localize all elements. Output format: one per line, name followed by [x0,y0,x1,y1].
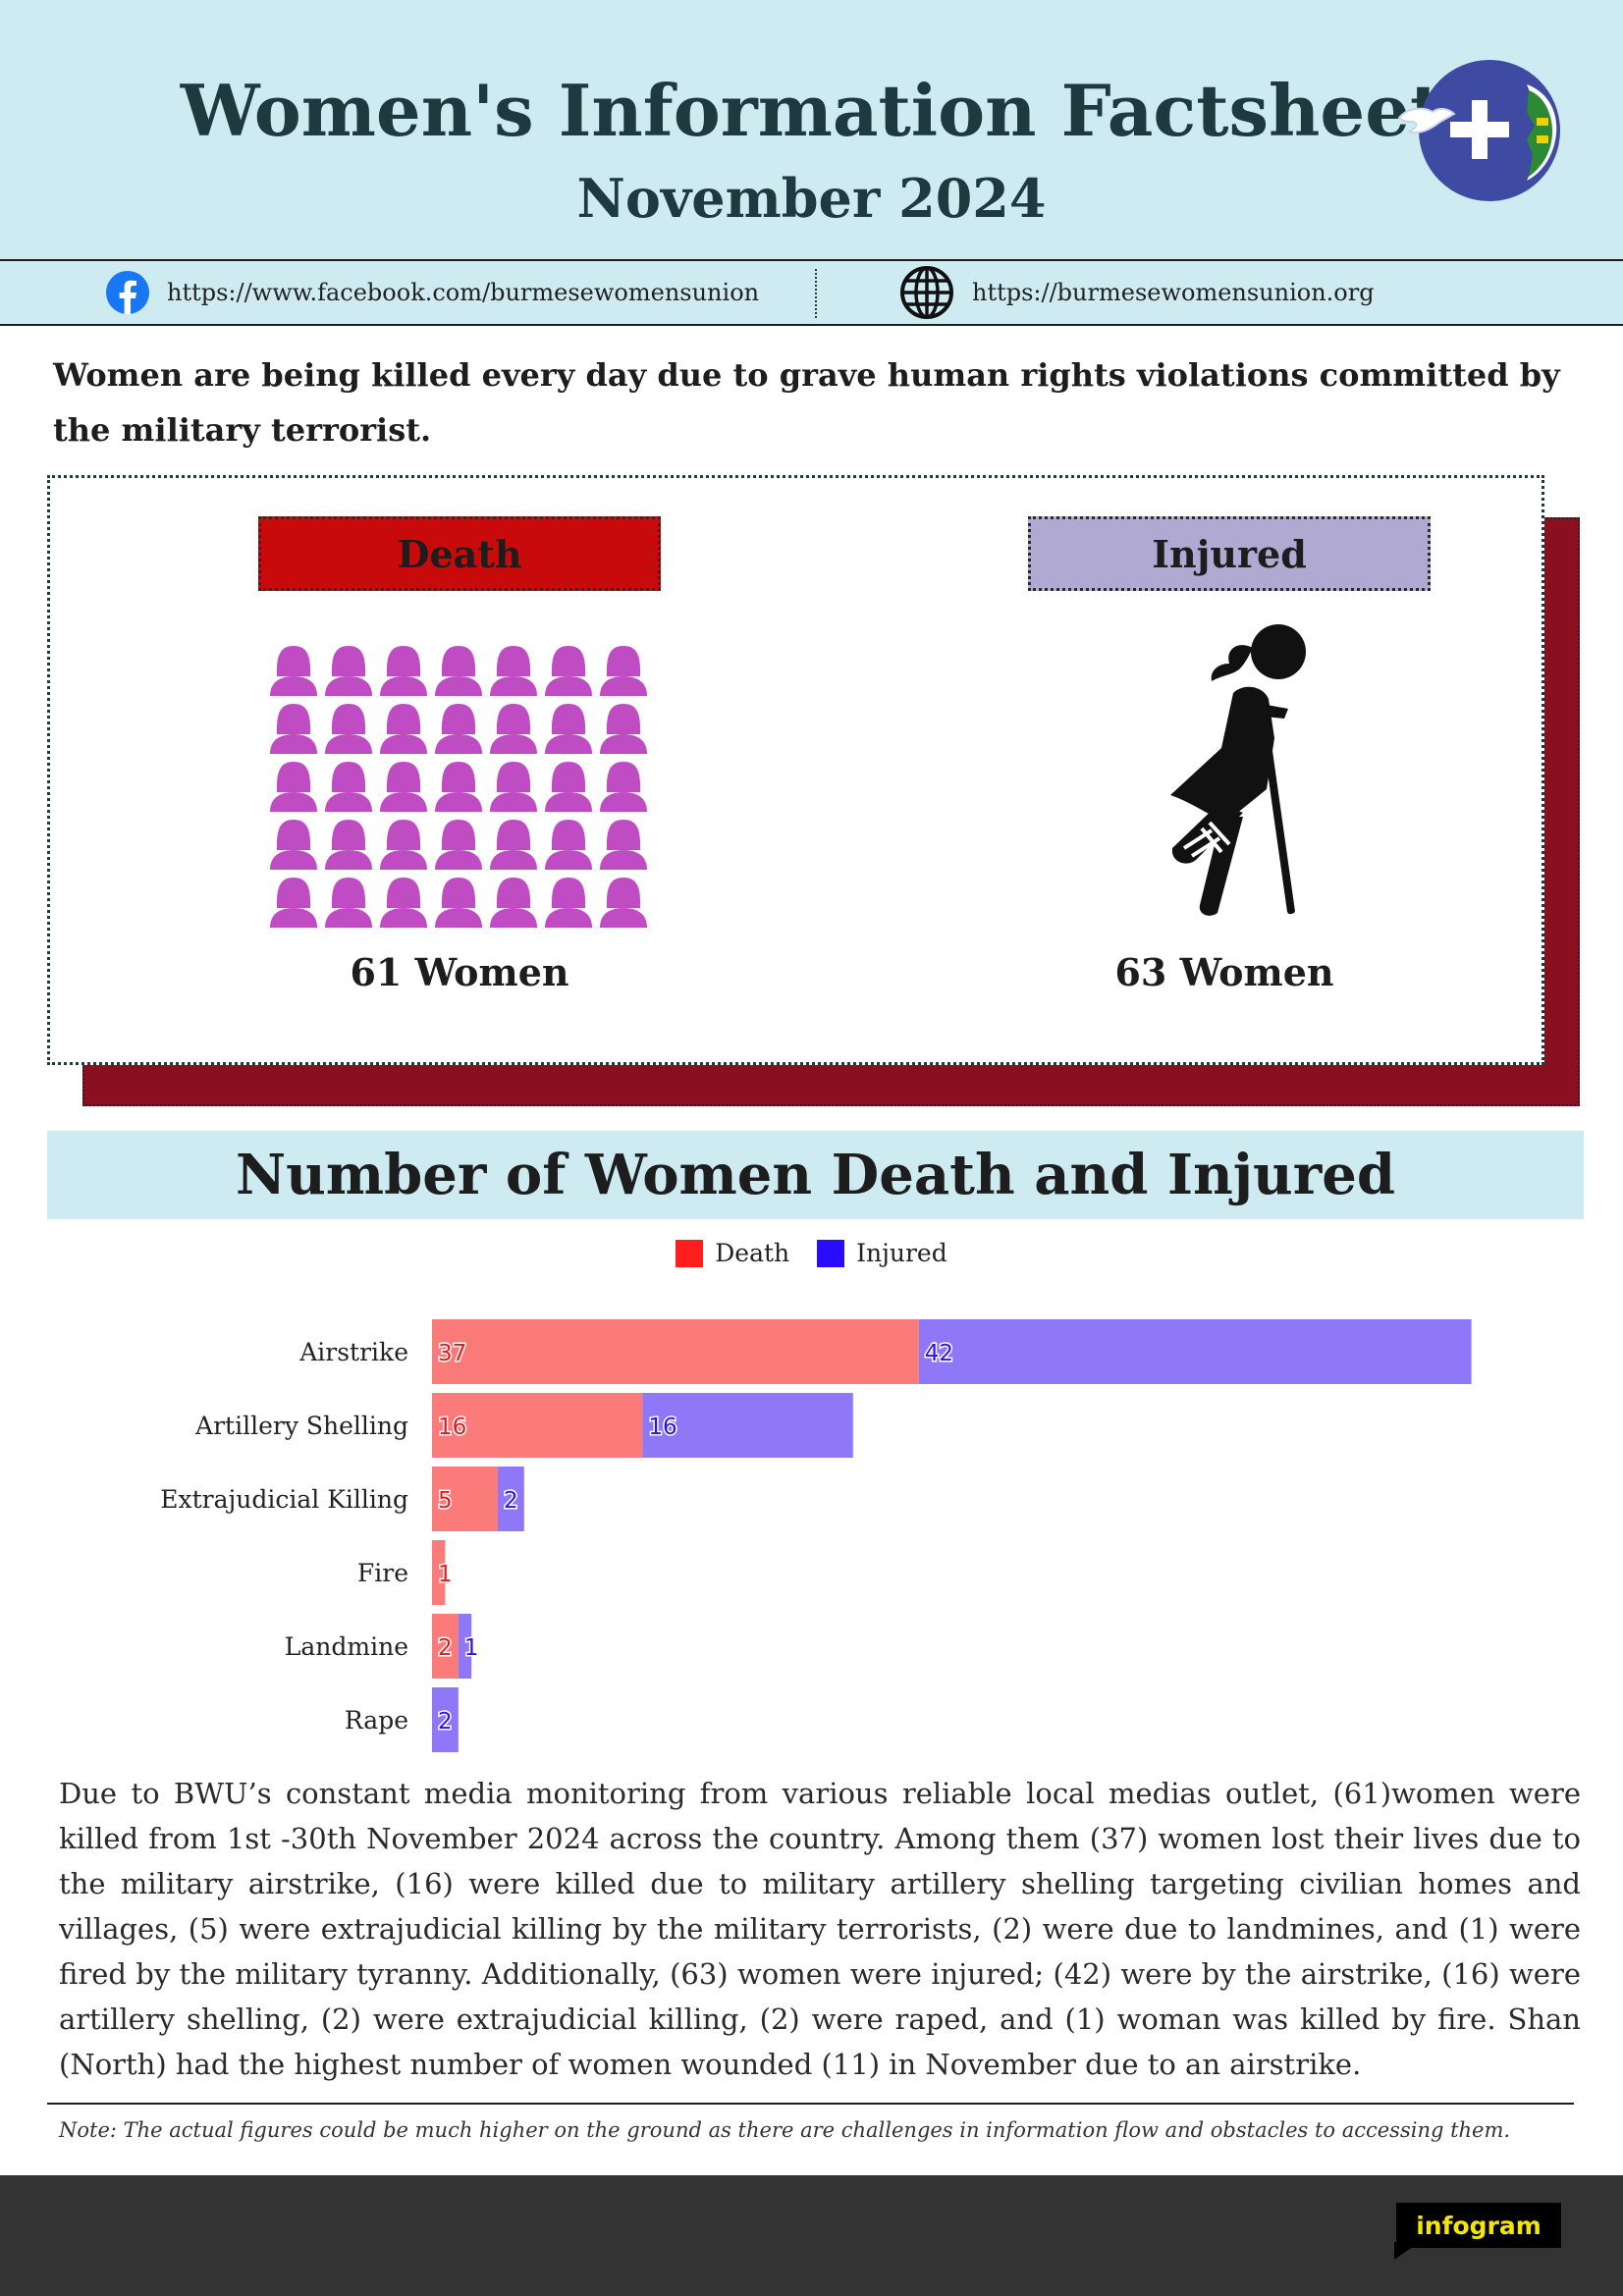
woman-icon [490,820,537,870]
deaths-icon-grid [270,646,647,928]
bar-value-label: 2 [504,1488,518,1514]
bar-value-label: 5 [438,1488,453,1514]
footnote: Note: The actual figures could be much h… [59,2118,1511,2142]
legend-label-death: Death [715,1239,790,1267]
woman-icon [490,646,537,696]
woman-icon [600,704,647,754]
woman-icon [380,820,427,870]
bar-injured [498,1467,524,1531]
woman-icon [270,762,317,812]
woman-icon [545,762,592,812]
bar-value-label: 37 [438,1341,466,1366]
category-label: Extrajudicial Killing [160,1485,408,1514]
page-title: Women's Information Factsheet [180,69,1443,152]
category-label: Rape [345,1706,408,1735]
woman-icon [490,878,537,928]
bar-injured [458,1614,472,1679]
bar-value-label: 2 [438,1709,453,1735]
category-label: Landmine [285,1632,408,1661]
bar-death [432,1319,919,1384]
website-url: https://burmesewomensunion.org [972,279,1375,306]
injured-tag: Injured [1028,516,1431,591]
links-divider [815,269,817,318]
summary-paragraph: Due to BWU’s constant media monitoring f… [59,1777,1581,2081]
bar-injured [642,1393,853,1458]
legend-swatch-death [676,1239,704,1267]
woman-icon [435,820,482,870]
page-subtitle: November 2024 [576,167,1047,230]
bar-death [432,1467,498,1531]
woman-icon [490,762,537,812]
chart-title: Number of Women Death and Injured [47,1131,1584,1219]
stacked-bar-chart: Airstrike 37 42 Artillery Shelling 16 16 Extra… [160,1319,1472,1752]
bar-value-label: 1 [464,1635,479,1661]
category-label: Fire [357,1559,408,1587]
divider-line [47,2103,1574,2105]
bar-death [432,1614,459,1679]
woman-icon [490,704,537,754]
woman-icon [600,646,647,696]
woman-icon [270,878,317,928]
bar-injured [432,1687,459,1752]
woman-icon [380,762,427,812]
bar-injured [918,1319,1472,1384]
woman-icon [380,646,427,696]
bar-value-label: 2 [438,1635,453,1661]
legend-label-injured: Injured [856,1239,947,1267]
woman-icon [600,878,647,928]
facebook-icon [106,271,149,314]
legend-item-death: Death [676,1239,789,1267]
infogram-brand[interactable]: infogram [1396,2203,1561,2248]
links-bar: https://www.facebook.com/burmesewomensun… [0,259,1623,326]
death-count: 61 Women [350,950,569,994]
globe-icon [900,266,953,319]
woman-icon [435,762,482,812]
woman-icon [545,820,592,870]
death-tag: Death [258,516,661,591]
woman-icon [380,704,427,754]
woman-icon [325,704,372,754]
organization-logo-icon [1397,60,1560,201]
woman-icon [325,762,372,812]
bar-value-label: 16 [648,1415,676,1440]
woman-icon [600,762,647,812]
category-label: Artillery Shelling [194,1412,408,1440]
bar-death [432,1540,446,1605]
bar-value-label: 16 [438,1415,466,1440]
woman-icon [545,704,592,754]
injured-count: 63 Women [1114,950,1334,994]
woman-icon [325,646,372,696]
woman-icon [380,878,427,928]
woman-icon [600,820,647,870]
woman-with-crutch-icon [1170,624,1306,916]
category-label: Airstrike [298,1338,408,1366]
intro-statement: Women are being killed every day due to … [53,356,1560,449]
woman-icon [270,646,317,696]
bar-death [432,1393,643,1458]
chart-legend: Death Injured [0,1239,1623,1267]
header-banner [0,0,1623,259]
legend-item-injured: Injured [817,1239,947,1267]
woman-icon [325,878,372,928]
woman-icon [435,646,482,696]
woman-icon [545,878,592,928]
facebook-link[interactable]: https://www.facebook.com/burmesewomensun… [106,261,759,324]
facebook-url: https://www.facebook.com/burmesewomensun… [167,279,760,306]
woman-icon [270,820,317,870]
woman-icon [270,704,317,754]
woman-icon [325,820,372,870]
woman-icon [435,878,482,928]
woman-icon [435,704,482,754]
woman-icon [545,646,592,696]
footer-bar [0,2175,1623,2296]
legend-swatch-injured [817,1239,845,1267]
website-link[interactable]: https://burmesewomensunion.org [899,261,1375,324]
bar-value-label: 1 [438,1562,453,1587]
bar-value-label: 42 [925,1341,953,1366]
